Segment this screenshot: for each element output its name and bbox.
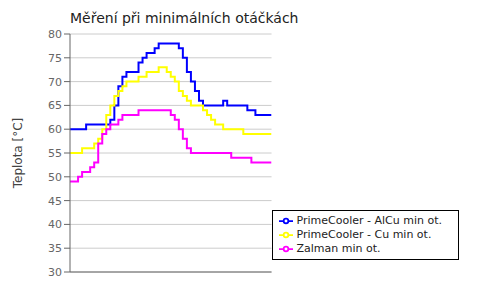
svg-text:Teplota [°C]: Teplota [°C] [11,118,25,190]
svg-text:75: 75 [48,52,62,65]
svg-text:65: 65 [48,99,62,112]
svg-text:45: 45 [48,195,62,208]
svg-text:55: 55 [48,147,62,160]
svg-text:30: 30 [48,266,62,279]
svg-text:60: 60 [48,123,62,136]
svg-text:70: 70 [48,76,62,89]
svg-text:40: 40 [48,218,62,231]
html-text:Měření při minimálních otáčkác: Měření při minimálních otáčkách [70,10,299,26]
svg-text:35: 35 [48,242,62,255]
html-text:PrimeCooler - Cu min ot.: PrimeCooler - Cu min ot. [296,228,432,241]
svg-text:80: 80 [48,28,62,41]
html-text:PrimeCooler - AlCu min ot.: PrimeCooler - AlCu min ot. [296,214,442,227]
svg-text:50: 50 [48,171,62,184]
html-text:Zalman min ot.: Zalman min ot. [296,242,381,255]
